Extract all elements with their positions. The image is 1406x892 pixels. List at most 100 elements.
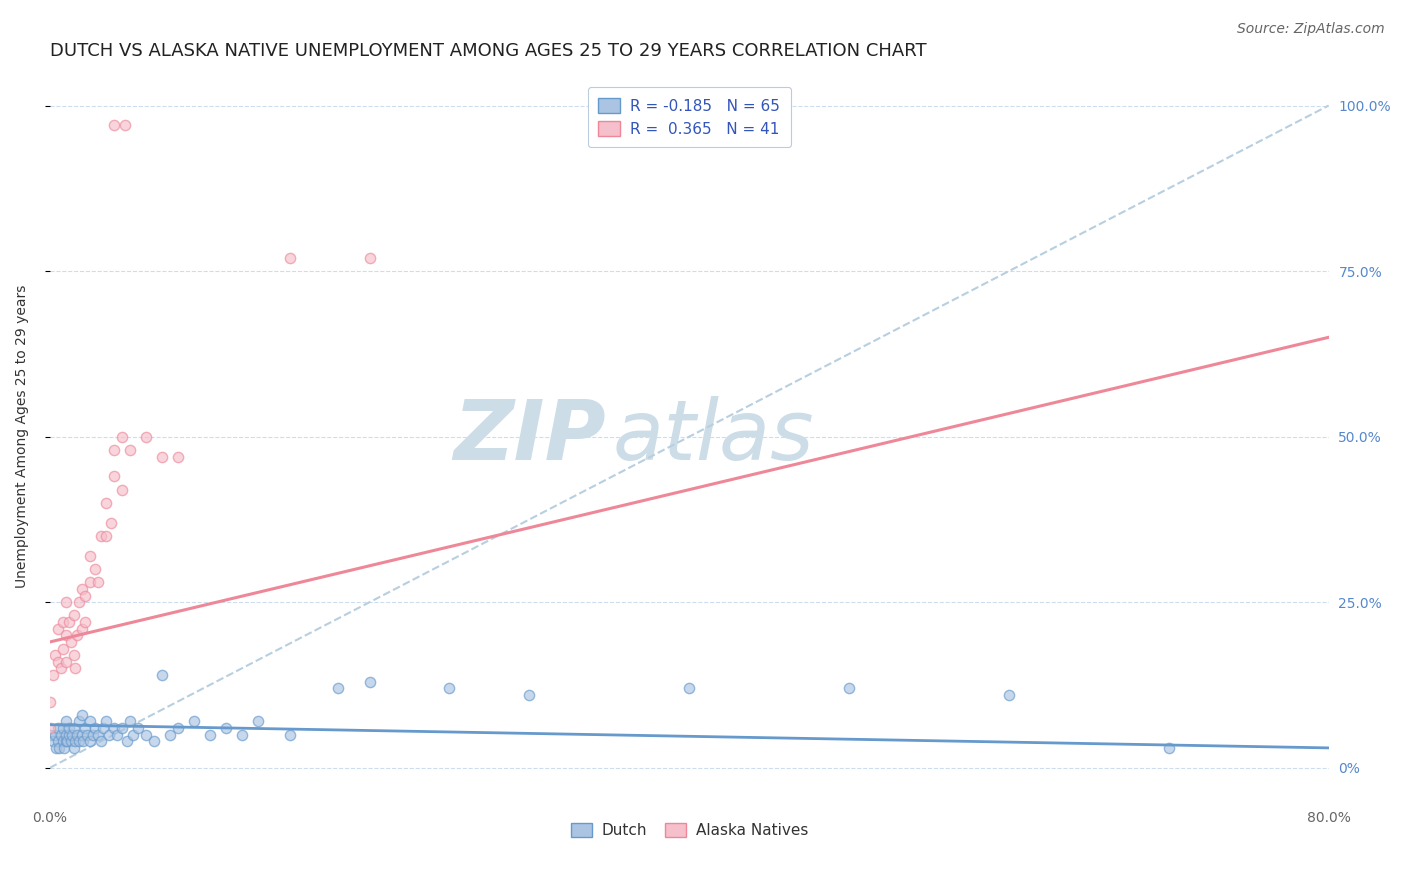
- Point: [44, 648, 66, 663]
- Point: [359, 674, 381, 689]
- Point: [115, 734, 138, 748]
- Point: [70, 707, 93, 722]
- Point: [359, 251, 381, 265]
- Point: [100, 516, 122, 530]
- Point: [55, 628, 77, 642]
- Point: [105, 728, 128, 742]
- Point: [52, 734, 75, 748]
- Point: [55, 655, 77, 669]
- Point: [42, 734, 65, 748]
- Point: [72, 734, 94, 748]
- Point: [111, 721, 134, 735]
- Point: [838, 681, 860, 696]
- Point: [326, 681, 349, 696]
- Point: [67, 714, 90, 729]
- Point: [98, 728, 121, 742]
- Point: [1157, 740, 1180, 755]
- Point: [91, 721, 114, 735]
- Point: [58, 728, 80, 742]
- Point: [135, 728, 157, 742]
- Point: [79, 549, 101, 563]
- Point: [48, 740, 70, 755]
- Point: [38, 721, 60, 735]
- Point: [67, 734, 90, 748]
- Point: [183, 714, 205, 729]
- Point: [67, 595, 90, 609]
- Point: [278, 728, 301, 742]
- Text: atlas: atlas: [613, 396, 814, 477]
- Point: [94, 496, 117, 510]
- Point: [83, 562, 105, 576]
- Point: [53, 740, 76, 755]
- Point: [45, 740, 67, 755]
- Point: [87, 728, 110, 742]
- Legend: Dutch, Alaska Natives: Dutch, Alaska Natives: [564, 816, 814, 844]
- Point: [76, 728, 98, 742]
- Point: [58, 721, 80, 735]
- Point: [38, 694, 60, 708]
- Point: [246, 714, 269, 729]
- Point: [59, 734, 82, 748]
- Point: [127, 721, 149, 735]
- Point: [46, 734, 69, 748]
- Point: [46, 721, 69, 735]
- Point: [62, 740, 84, 755]
- Point: [103, 721, 125, 735]
- Point: [55, 714, 77, 729]
- Point: [62, 648, 84, 663]
- Point: [231, 728, 253, 742]
- Point: [70, 582, 93, 596]
- Point: [59, 635, 82, 649]
- Point: [52, 721, 75, 735]
- Y-axis label: Unemployment Among Ages 25 to 29 years: Unemployment Among Ages 25 to 29 years: [15, 285, 30, 589]
- Point: [79, 714, 101, 729]
- Point: [111, 483, 134, 497]
- Point: [519, 688, 541, 702]
- Point: [166, 450, 188, 464]
- Point: [150, 668, 173, 682]
- Point: [60, 728, 83, 742]
- Text: Source: ZipAtlas.com: Source: ZipAtlas.com: [1237, 22, 1385, 37]
- Point: [38, 728, 60, 742]
- Point: [103, 469, 125, 483]
- Point: [142, 734, 165, 748]
- Point: [44, 728, 66, 742]
- Point: [135, 430, 157, 444]
- Point: [103, 119, 125, 133]
- Text: ZIP: ZIP: [454, 396, 606, 477]
- Point: [166, 721, 188, 735]
- Point: [150, 450, 173, 464]
- Point: [79, 734, 101, 748]
- Point: [118, 442, 141, 457]
- Point: [94, 529, 117, 543]
- Point: [159, 728, 181, 742]
- Point: [439, 681, 461, 696]
- Point: [56, 734, 79, 748]
- Point: [73, 615, 96, 629]
- Point: [73, 721, 96, 735]
- Point: [90, 529, 112, 543]
- Point: [215, 721, 238, 735]
- Point: [73, 589, 96, 603]
- Point: [65, 734, 87, 748]
- Point: [65, 661, 87, 675]
- Point: [52, 615, 75, 629]
- Point: [998, 688, 1021, 702]
- Point: [70, 622, 93, 636]
- Point: [118, 714, 141, 729]
- Point: [42, 668, 65, 682]
- Point: [70, 728, 93, 742]
- Point: [66, 728, 89, 742]
- Point: [49, 661, 72, 675]
- Point: [46, 655, 69, 669]
- Point: [90, 734, 112, 748]
- Point: [52, 641, 75, 656]
- Point: [55, 595, 77, 609]
- Point: [83, 721, 105, 735]
- Point: [79, 575, 101, 590]
- Point: [62, 721, 84, 735]
- Point: [55, 734, 77, 748]
- Point: [94, 714, 117, 729]
- Point: [49, 728, 72, 742]
- Point: [66, 628, 89, 642]
